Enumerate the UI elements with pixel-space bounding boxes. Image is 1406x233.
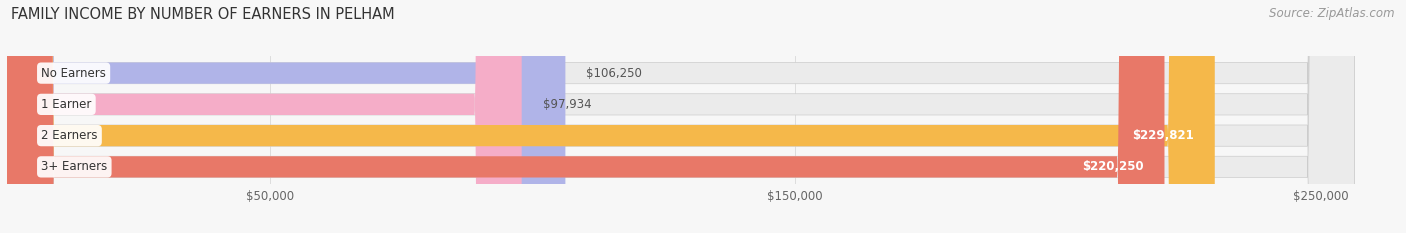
FancyBboxPatch shape: [7, 0, 1354, 233]
Text: $97,934: $97,934: [543, 98, 592, 111]
FancyBboxPatch shape: [7, 0, 1354, 233]
Text: No Earners: No Earners: [41, 67, 105, 80]
Text: $220,250: $220,250: [1081, 160, 1143, 173]
Text: $229,821: $229,821: [1132, 129, 1194, 142]
FancyBboxPatch shape: [7, 0, 1354, 233]
Text: FAMILY INCOME BY NUMBER OF EARNERS IN PELHAM: FAMILY INCOME BY NUMBER OF EARNERS IN PE…: [11, 7, 395, 22]
Text: 2 Earners: 2 Earners: [41, 129, 97, 142]
FancyBboxPatch shape: [7, 0, 522, 233]
FancyBboxPatch shape: [7, 0, 565, 233]
FancyBboxPatch shape: [7, 0, 1215, 233]
FancyBboxPatch shape: [7, 0, 1354, 233]
Text: Source: ZipAtlas.com: Source: ZipAtlas.com: [1270, 7, 1395, 20]
Text: 3+ Earners: 3+ Earners: [41, 160, 107, 173]
FancyBboxPatch shape: [7, 0, 1164, 233]
Text: 1 Earner: 1 Earner: [41, 98, 91, 111]
Text: $106,250: $106,250: [586, 67, 643, 80]
